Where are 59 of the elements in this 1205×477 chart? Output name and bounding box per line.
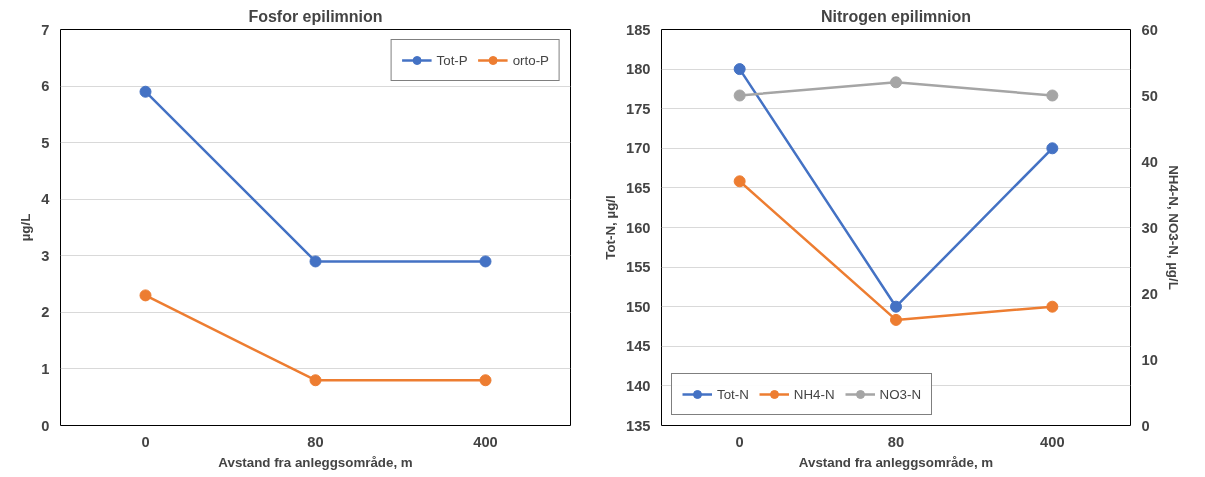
y-tick-label: 5	[41, 134, 50, 151]
legend-label: Tot-P	[436, 52, 468, 68]
point	[890, 300, 902, 313]
y2-axis-title: NH4-N, NO3-N, µg/L	[1165, 165, 1181, 290]
y-tick-label: 135	[626, 417, 651, 434]
point	[890, 76, 902, 89]
point	[309, 374, 322, 387]
y-tick-label: 175	[626, 100, 651, 117]
y-tick-label: 150	[626, 298, 651, 315]
y-tick-label: 180	[626, 61, 651, 78]
y-axis-title: Tot-N, µg/l	[603, 195, 619, 260]
point	[890, 313, 902, 326]
x-tick-label: 80	[887, 433, 905, 450]
y-tick-label: 2	[41, 304, 50, 321]
y-tick-label: 170	[626, 140, 651, 157]
point	[309, 255, 322, 268]
point	[479, 255, 492, 268]
legend-label: NH4-N	[793, 386, 835, 402]
y2-tick-label: 10	[1141, 351, 1158, 368]
x-tick-label: 0	[141, 433, 150, 450]
y-axis-title: µg/L	[18, 213, 34, 242]
y-tick-label: 1	[41, 360, 50, 377]
point	[139, 289, 152, 302]
y-tick-label: 145	[626, 338, 651, 355]
y-tick-label: 4	[41, 191, 51, 208]
y-tick-label: 3	[41, 247, 50, 264]
point	[733, 89, 746, 102]
y2-tick-label: 50	[1141, 87, 1158, 104]
x-axis-title: Avstand fra anleggsområde, m	[218, 454, 413, 470]
y-tick-label: 160	[626, 219, 651, 236]
point	[139, 85, 152, 98]
legend-label: NO3-N	[879, 386, 922, 402]
point	[733, 175, 746, 188]
y2-tick-label: 0	[1141, 417, 1150, 434]
point	[1046, 142, 1059, 155]
y2-tick-label: 30	[1141, 219, 1158, 236]
x-tick-label: 0	[735, 433, 744, 450]
y-tick-label: 6	[41, 78, 50, 95]
chart-title: Fosfor epilimnion	[248, 7, 383, 25]
legend-label: Tot-N	[717, 386, 749, 402]
y-tick-label: 0	[41, 417, 50, 434]
y2-tick-label: 20	[1141, 285, 1158, 302]
point	[733, 63, 746, 76]
point	[1046, 89, 1059, 102]
y-tick-label: 140	[626, 377, 651, 394]
x-axis-title: Avstand fra anleggsområde, m	[798, 454, 994, 470]
y-tick-label: 165	[626, 179, 651, 196]
y-tick-label: 7	[41, 21, 50, 38]
x-tick-label: 80	[307, 433, 324, 450]
chart-title: Nitrogen epilimnion	[820, 7, 972, 25]
legend-label: orto-P	[512, 52, 549, 68]
y-tick-label: 155	[626, 259, 651, 276]
x-tick-label: 400	[473, 433, 498, 450]
x-tick-label: 400	[1040, 433, 1065, 450]
y2-tick-label: 60	[1141, 21, 1158, 38]
y-tick-label: 185	[626, 21, 651, 38]
point	[479, 374, 492, 387]
y2-tick-label: 40	[1141, 153, 1158, 170]
point	[1046, 300, 1059, 313]
